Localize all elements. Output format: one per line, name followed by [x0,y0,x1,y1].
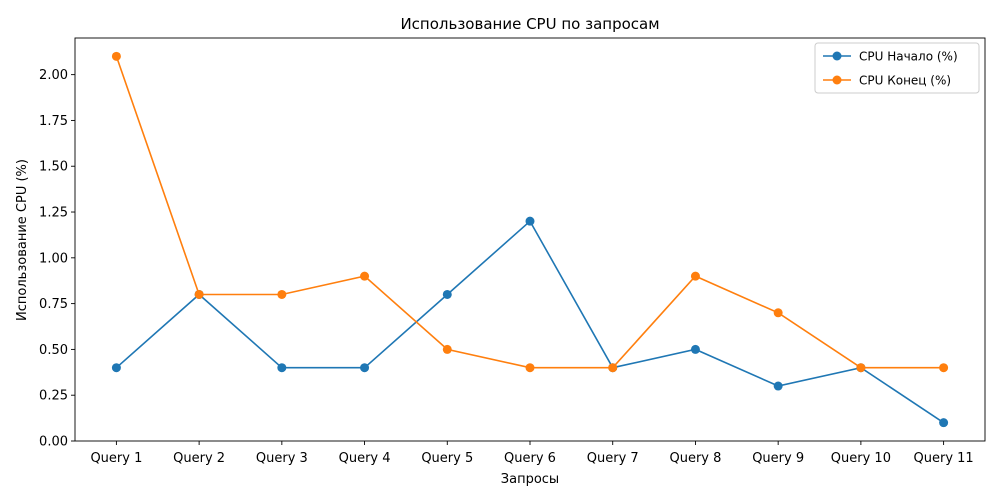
series-2 [111,51,949,373]
x-tick-label: Query 8 [669,451,721,466]
y-tick-label: 1.00 [39,251,68,266]
y-tick-label: 2.00 [39,68,68,83]
x-tick-label: Query 1 [90,451,142,466]
data-point [939,418,949,428]
y-tick-label: 1.75 [39,114,68,129]
plot-frame [74,37,986,442]
x-tick-label: Query 2 [173,451,225,466]
data-point [194,289,204,299]
data-point [773,308,783,318]
series-layer [111,51,949,428]
x-tick-label: Query 10 [831,451,891,466]
legend-label: CPU Начало (%) [859,50,958,64]
y-tick-label: 0.75 [39,297,68,312]
series-line [115,219,945,424]
legend-box [814,42,980,94]
y-tick-label: 0.50 [39,343,68,358]
x-tick-label: Query 6 [504,451,556,466]
plot-area [74,37,986,442]
y-tick-label: 0.25 [39,389,68,404]
series-1 [111,216,949,428]
data-point [442,289,452,299]
legend: CPU Начало (%) CPU Конец (%) [814,42,980,94]
chart-title: Использование CPU по запросам [400,15,659,33]
legend-label: CPU Конец (%) [859,74,951,88]
data-point [111,363,121,373]
y-tick-label: 0.00 [39,435,68,450]
data-point [939,363,949,373]
data-point [690,271,700,281]
x-axis-label: Запросы [501,472,559,487]
legend-marker [832,51,842,61]
y-axis-ticks: 0.00 0.25 0.50 0.75 1.00 1.25 1.50 1.75 2.00 [39,68,75,450]
data-point [690,344,700,354]
legend-marker [832,75,842,85]
y-tick-label: 1.25 [39,206,68,221]
x-tick-label: Query 3 [256,451,308,466]
data-point [856,363,866,373]
series-line [115,56,944,369]
x-tick-label: Query 11 [914,451,974,466]
x-tick-label: Query 5 [421,451,473,466]
data-point [111,51,121,61]
y-tick-label: 1.50 [39,160,68,175]
data-point [360,271,370,281]
x-tick-label: Query 4 [339,451,391,466]
data-point [773,381,783,391]
x-tick-label: Query 7 [587,451,639,466]
data-point [277,363,287,373]
x-axis-ticks: Query 1 Query 2 Query 3 Query 4 Query 5 Query… [90,441,974,466]
data-point [525,216,535,226]
data-point [277,289,287,299]
data-point [442,344,452,354]
y-axis-label: Использование CPU (%) [15,159,30,321]
x-tick-label: Query 9 [752,451,804,466]
data-point [608,363,618,373]
data-point [360,363,370,373]
data-point [525,363,535,373]
